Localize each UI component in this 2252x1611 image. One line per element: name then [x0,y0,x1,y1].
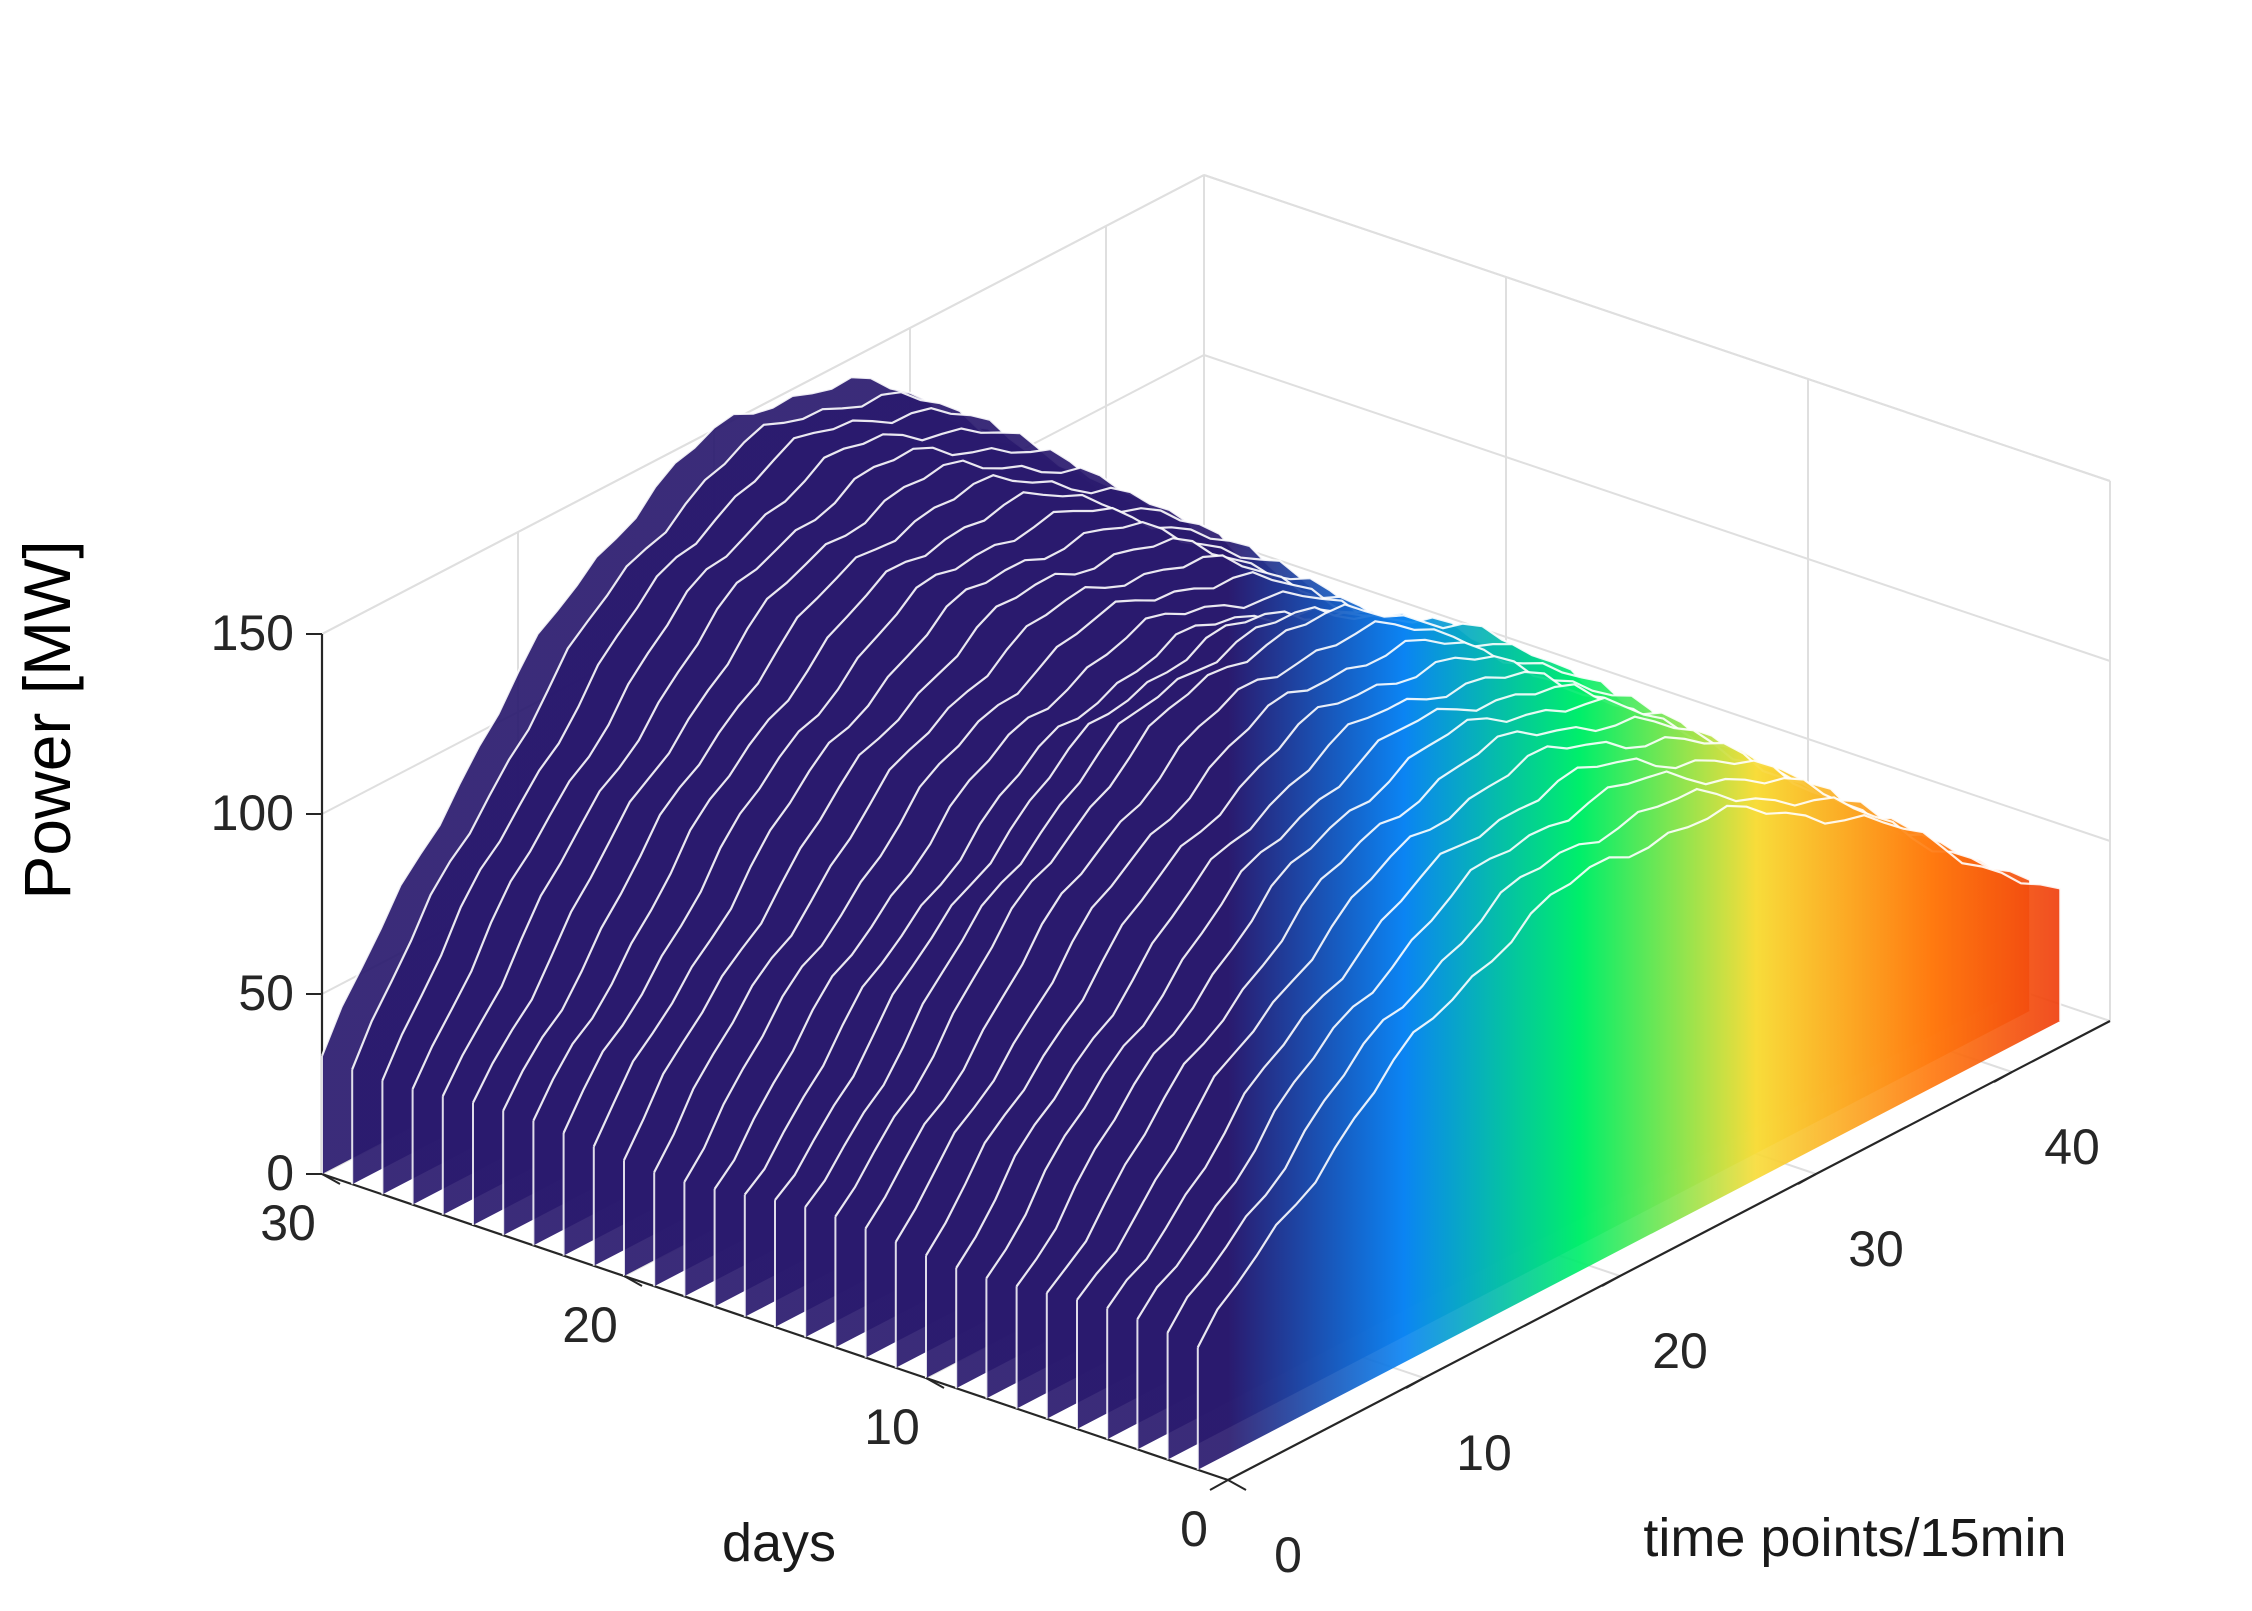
y-tick-mark-0 [1227,1479,1247,1491]
x-tick-label-20: 20 [1652,1323,1708,1379]
grid-line-right-z-100 [1203,354,2111,662]
y-tick-label-0: 0 [1180,1501,1208,1557]
x-tick-mark-30 [1797,1173,1817,1185]
x-tick-mark-40 [1993,1071,2013,1083]
z-tick-label-50: 50 [238,965,294,1021]
y-tick-mark-20 [623,1275,643,1287]
grid-edge-right-top [1203,174,2111,482]
y-axis-label: days [722,1513,836,1573]
day-profile-surface-1 [1197,805,2061,1470]
grid-edge-back-top [321,174,1205,635]
x-tick-mark-20 [1601,1275,1621,1287]
x-tick-mark-0 [1209,1479,1229,1491]
z-tick-label-150: 150 [211,605,294,661]
y-tick-label-10: 10 [864,1399,920,1455]
x-tick-mark-10 [1405,1377,1425,1389]
day-profile-line-11 [894,638,1759,1243]
x-axis-line [1227,1020,2111,1481]
day-profile-line-1 [1196,804,2061,1348]
x-tick-label-30: 30 [1848,1221,1904,1277]
day-profile-line-3 [1136,770,2001,1320]
curve-layer [320,376,2062,1470]
z-tick-label-100: 100 [211,785,294,841]
y-tick-label-30: 30 [260,1195,316,1251]
y-tick-label-20: 20 [562,1297,618,1353]
z-tick-label-0: 0 [266,1145,294,1201]
x-tick-label-0: 0 [1274,1527,1302,1583]
day-profile-line-2 [1166,787,2031,1334]
y-tick-mark-30 [321,1173,341,1185]
grid-line-right-z-50 [1203,534,2111,842]
x-tick-label-10: 10 [1456,1425,1512,1481]
x-axis-label: time points/15min [1643,1508,2066,1568]
z-axis-label: Power [MW] [10,540,84,899]
day-profile-line-9 [955,670,1820,1269]
y-tick-mark-10 [925,1377,945,1389]
day-profile-line-10 [925,655,1790,1257]
x-tick-label-40: 40 [2044,1119,2100,1175]
day-profile-line-8 [985,683,1850,1279]
